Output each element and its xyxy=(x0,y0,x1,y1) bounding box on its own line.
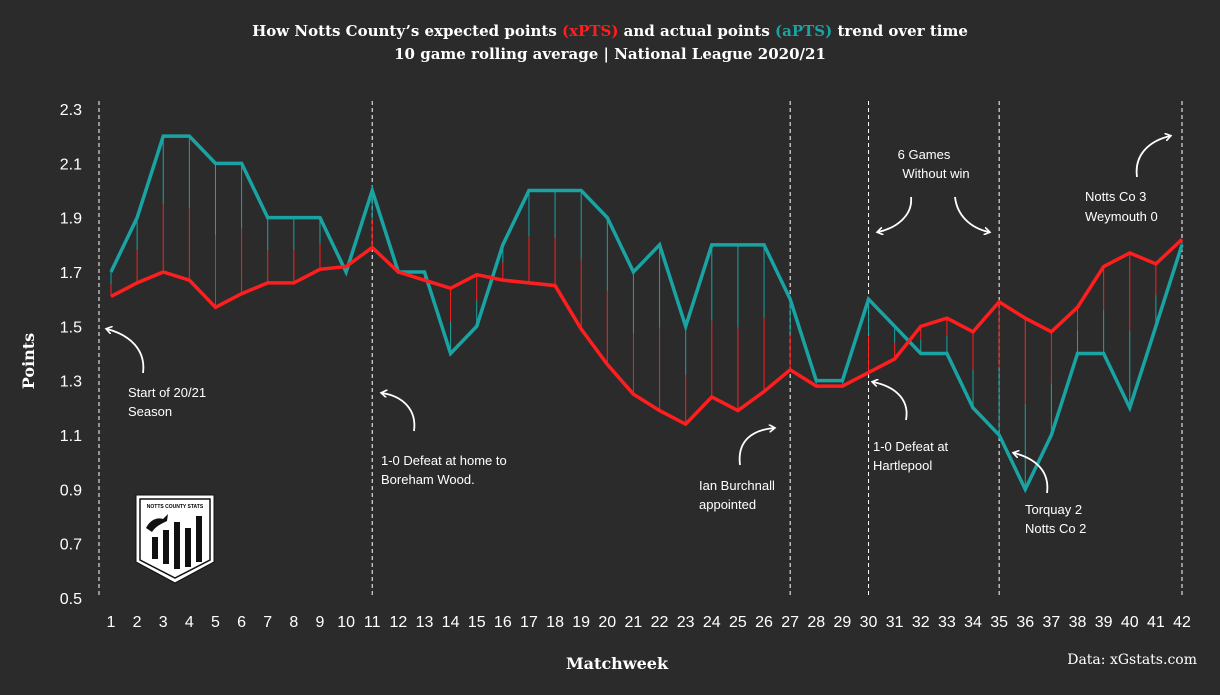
y-tick-label: 1.5 xyxy=(60,319,82,336)
difference-lines xyxy=(110,136,1183,490)
x-tick-label: 11 xyxy=(364,614,381,631)
x-tick-label: 22 xyxy=(651,614,669,631)
annotation-boreham-wood-line-2: Boreham Wood. xyxy=(381,472,475,487)
x-tick-label: 26 xyxy=(755,614,773,631)
x-tick-label: 4 xyxy=(185,614,194,631)
y-tick-label: 0.7 xyxy=(60,537,82,554)
x-tick-label: 21 xyxy=(625,614,643,631)
annotation-hartlepool-line-2: Hartlepool xyxy=(873,458,932,473)
annotation-winless-run-line-2: Without win xyxy=(902,166,969,181)
title-xpts-label: (xPTS) xyxy=(562,22,619,40)
chart-title: How Notts County’s expected points (xPTS… xyxy=(0,22,1220,40)
title-part-3: trend over time xyxy=(832,22,968,40)
annotation-burchnall-line-1: Ian Burchnall xyxy=(699,478,775,493)
x-tick-label: 28 xyxy=(807,614,825,631)
x-tick-label: 23 xyxy=(677,614,695,631)
x-tick-label: 8 xyxy=(289,614,298,631)
x-tick-label: 32 xyxy=(912,614,930,631)
x-tick-label: 42 xyxy=(1173,614,1191,631)
x-tick-label: 36 xyxy=(1016,614,1034,631)
annotation-burchnall-line-2: appointed xyxy=(699,497,756,512)
annotation-torquay-line-2: Notts Co 2 xyxy=(1025,521,1086,536)
x-tick-label: 17 xyxy=(520,614,538,631)
x-tick-label: 41 xyxy=(1147,614,1165,631)
x-tick-label: 5 xyxy=(211,614,220,631)
x-tick-label: 38 xyxy=(1069,614,1087,631)
x-tick-label: 40 xyxy=(1121,614,1139,631)
x-tick-label: 13 xyxy=(416,614,434,631)
x-tick-label: 25 xyxy=(729,614,747,631)
x-tick-label: 34 xyxy=(964,614,982,631)
y-tick-label: 0.9 xyxy=(60,482,82,499)
notts-county-stats-logo: NOTTS COUNTY STATS xyxy=(135,494,215,584)
x-axis-label: Matchweek xyxy=(566,654,669,673)
annotation-torquay-line-1: Torquay 2 xyxy=(1025,502,1082,517)
annotation-hartlepool: 1-0 Defeat at Hartlepool xyxy=(873,382,949,473)
chart-subtitle: 10 game rolling average | National Leagu… xyxy=(394,45,826,63)
series-lines xyxy=(109,134,1184,494)
x-tick-label: 15 xyxy=(468,614,486,631)
y-axis-ticks: 0.5 0.7 0.9 1.1 1.3 1.5 1.7 1.9 2.1 2.3 xyxy=(60,102,82,608)
x-tick-label: 24 xyxy=(703,614,721,631)
annotation-weymouth-line-1: Notts Co 3 xyxy=(1085,189,1146,204)
x-tick-label: 3 xyxy=(159,614,168,631)
annotation-weymouth: Notts Co 3 Weymouth 0 xyxy=(1085,136,1170,224)
annotation-burchnall: Ian Burchnall appointed xyxy=(699,428,775,512)
x-tick-label: 37 xyxy=(1042,614,1060,631)
annotation-season-start-line-2: Season xyxy=(128,404,172,419)
x-tick-label: 39 xyxy=(1095,614,1113,631)
x-tick-label: 6 xyxy=(237,614,246,631)
x-tick-label: 12 xyxy=(389,614,407,631)
x-axis-ticks: 1 2 3 4 5 6 7 8 9 10 11 12 13 14 15 16 17 18 19 20 21 22 23 24 2… xyxy=(107,614,1191,631)
annotation-boreham-wood-line-1: 1-0 Defeat at home to xyxy=(381,453,507,468)
annotation-boreham-wood: 1-0 Defeat at home to Boreham Wood. xyxy=(381,393,507,487)
x-tick-label: 33 xyxy=(938,614,956,631)
x-tick-label: 16 xyxy=(494,614,512,631)
annotation-season-start: Start of 20/21 Season xyxy=(107,329,206,419)
annotation-winless-run: 6 Games Without win xyxy=(878,147,989,232)
y-tick-label: 1.9 xyxy=(60,211,82,228)
x-tick-label: 14 xyxy=(442,614,460,631)
x-tick-label: 19 xyxy=(572,614,590,631)
x-tick-label: 1 xyxy=(107,614,116,631)
x-tick-label: 31 xyxy=(886,614,904,631)
y-tick-label: 1.7 xyxy=(60,265,82,282)
y-tick-label: 2.3 xyxy=(60,102,82,119)
x-tick-label: 30 xyxy=(860,614,878,631)
x-tick-label: 20 xyxy=(598,614,616,631)
annotation-winless-run-line-1: 6 Games xyxy=(898,147,951,162)
annotation-weymouth-line-2: Weymouth 0 xyxy=(1085,209,1158,224)
y-axis-label: Points xyxy=(19,333,38,389)
annotation-torquay: Torquay 2 Notts Co 2 xyxy=(1014,453,1086,536)
apts-series-line xyxy=(109,134,1184,494)
x-tick-label: 18 xyxy=(546,614,564,631)
y-tick-label: 1.1 xyxy=(60,428,82,445)
x-tick-label: 9 xyxy=(316,614,325,631)
annotation-season-start-line-1: Start of 20/21 xyxy=(128,385,206,400)
data-source: Data: xGstats.com xyxy=(1067,652,1197,668)
x-tick-label: 29 xyxy=(834,614,852,631)
y-tick-label: 2.1 xyxy=(60,156,82,173)
event-lines xyxy=(98,101,1183,598)
x-tick-label: 2 xyxy=(133,614,142,631)
x-tick-label: 35 xyxy=(990,614,1008,631)
x-tick-label: 10 xyxy=(337,614,355,631)
x-tick-label: 27 xyxy=(781,614,799,631)
title-part-2: and actual points xyxy=(618,22,776,40)
y-tick-label: 0.5 xyxy=(60,591,82,608)
title-part-1: How Notts County’s expected points xyxy=(252,22,563,40)
x-tick-label: 7 xyxy=(263,614,272,631)
y-tick-label: 1.3 xyxy=(60,374,82,391)
title-apts-label: (aPTS) xyxy=(775,22,833,40)
xpts-series-line xyxy=(110,238,1184,427)
logo-text: NOTTS COUNTY STATS xyxy=(147,504,204,510)
annotation-hartlepool-line-1: 1-0 Defeat at xyxy=(873,439,949,454)
